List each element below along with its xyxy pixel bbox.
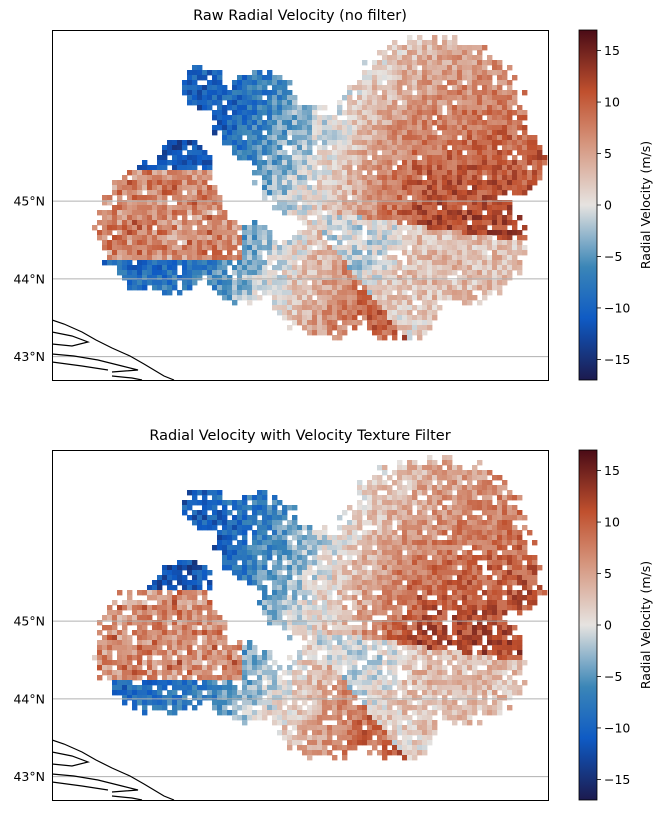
- colorbar-tick-label: −15: [604, 772, 630, 787]
- colorbar-tick-label: 5: [604, 566, 612, 581]
- panel-filtered: Radial Velocity with Velocity Texture Fi…: [0, 420, 664, 825]
- colorbar-tick-label: 15: [604, 463, 620, 478]
- velocity-field: [92, 35, 547, 340]
- colorbar: [579, 450, 597, 800]
- y-tick-label: 44°N: [13, 691, 45, 706]
- velocity-field: [92, 455, 547, 760]
- colorbar-tick-label: 15: [604, 43, 620, 58]
- y-tick-label: 45°N: [13, 614, 45, 629]
- y-tick-label: 43°N: [13, 769, 45, 784]
- y-tick-label: 45°N: [13, 194, 45, 209]
- colorbar-tick-label: −5: [604, 669, 622, 684]
- colorbar-tick-label: 5: [604, 146, 612, 161]
- colorbar-tick-label: −10: [604, 720, 630, 735]
- y-tick-label: 43°N: [13, 349, 45, 364]
- colorbar-tick-label: 10: [604, 515, 620, 530]
- colorbar-tick-label: −5: [604, 249, 622, 264]
- colorbar-tick-label: −15: [604, 352, 630, 367]
- coastline: [52, 740, 174, 800]
- colorbar-label: Radial Velocity (m/s): [638, 141, 653, 269]
- colorbar-tick-label: −10: [604, 300, 630, 315]
- y-tick-label: 44°N: [13, 271, 45, 286]
- colorbar-tick-label: 10: [604, 95, 620, 110]
- colorbar: [579, 30, 597, 380]
- colorbar-tick-label: 0: [604, 198, 612, 213]
- radar-plot: 43°N 44°N 45°N −15 −10 −5 0 5 10 15 Radial Velocit…: [0, 0, 664, 405]
- colorbar-tick-label: 0: [604, 618, 612, 633]
- coastline: [52, 320, 174, 380]
- colorbar-label: Radial Velocity (m/s): [638, 561, 653, 689]
